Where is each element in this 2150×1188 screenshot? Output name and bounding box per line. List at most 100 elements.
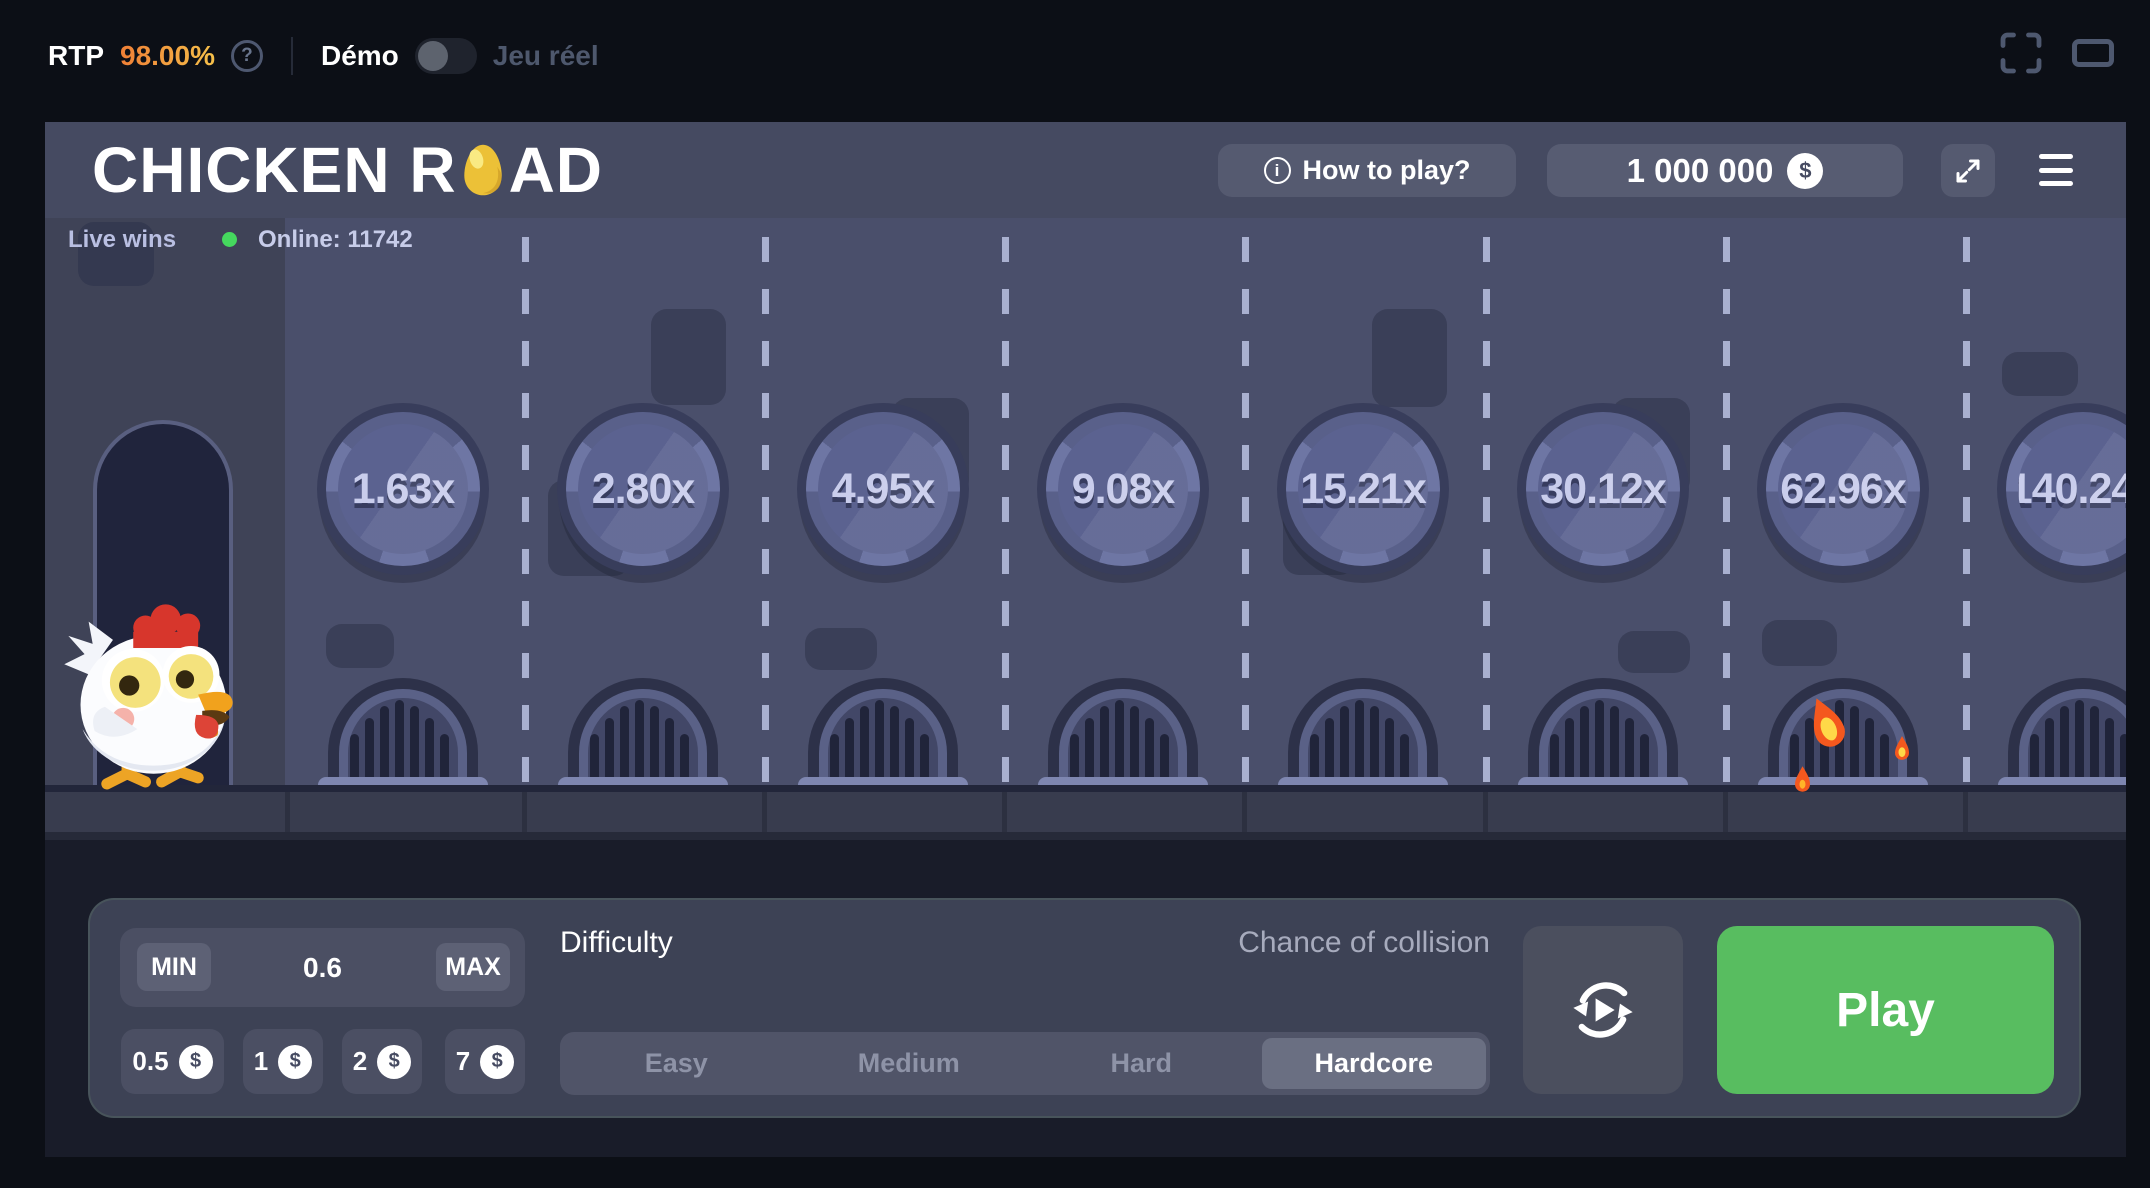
demo-real-toggle[interactable]: [414, 38, 477, 74]
curb: [45, 792, 2126, 832]
brick-decoration: [1372, 309, 1447, 407]
multiplier-value: 1.63x: [351, 464, 456, 513]
difficulty-tabs: Easy Medium Hard Hardcore: [560, 1032, 1490, 1095]
max-bet-button[interactable]: MAX: [436, 943, 510, 991]
chip-button[interactable]: 2 $: [342, 1029, 422, 1094]
drain-grate: [1038, 678, 1208, 792]
rtp-value: 98.00%: [120, 40, 215, 71]
lane-divider: [1242, 237, 1249, 792]
real-money-label: Jeu réel: [492, 40, 599, 71]
demo-label: Démo: [320, 40, 399, 71]
chance-of-collision-label: Chance of collision: [1238, 926, 1490, 959]
flame-icon: [1895, 736, 1909, 760]
multiplier-disc: 15.21x: [1277, 403, 1449, 575]
control-panel: 0.6 MIN MAX 0.5 $ 1 $ 2 $ 7 $ Difficulty…: [88, 898, 2081, 1118]
brick-decoration: [805, 628, 877, 670]
lane-divider: [1483, 237, 1490, 792]
brick-decoration: [1762, 620, 1837, 666]
flame-icon: [1795, 766, 1810, 792]
live-wins-label: Live wins: [68, 226, 177, 253]
dollar-coin-icon: $: [1787, 152, 1824, 189]
autoplay-button[interactable]: [1523, 926, 1683, 1094]
play-button[interactable]: Play: [1717, 926, 2054, 1094]
lane-divider: [762, 237, 769, 792]
chicken-character: [64, 604, 233, 790]
expand-arrows-icon: [1956, 159, 1980, 182]
online-status-dot: [222, 232, 237, 247]
brick-decoration: [78, 222, 154, 286]
play-field: Live wins Online: 11742 1.63x 2.80x 4.95…: [45, 218, 2126, 792]
drain-grate: [318, 678, 488, 792]
brick-decoration: [651, 309, 726, 405]
menu-button[interactable]: [2039, 152, 2075, 188]
multiplier-disc: 140.24x: [1997, 403, 2126, 575]
autoplay-icon: [1573, 982, 1633, 1038]
drain-grate: [558, 678, 728, 792]
drain-grate: [1278, 678, 1448, 792]
play-label: Play: [1836, 983, 1935, 1037]
tab-hard[interactable]: Hard: [1110, 1048, 1172, 1078]
how-to-play-button[interactable]: i How to play?: [1218, 144, 1516, 197]
lane-divider: [1002, 237, 1009, 792]
tab-hardcore[interactable]: Hardcore: [1261, 1038, 1486, 1089]
flame-icon: [1813, 698, 1845, 747]
multiplier-value: 62.96x: [1780, 464, 1907, 513]
multiplier-value: 2.80x: [591, 464, 696, 513]
balance-display: 1 000 000 $: [1547, 144, 1903, 197]
rtp-label: RTP: [48, 40, 104, 71]
multiplier-value: 9.08x: [1071, 464, 1176, 513]
lane-divider: [1963, 237, 1970, 792]
topbar-divider: [290, 37, 293, 75]
multiplier-disc: 62.96x: [1757, 403, 1929, 575]
chip-value: 0.5: [132, 1046, 169, 1076]
chip-button[interactable]: 0.5 $: [121, 1029, 224, 1094]
theater-mode-icon[interactable]: [2072, 39, 2114, 67]
drain-grate: [1998, 678, 2126, 792]
info-icon: i: [1263, 157, 1291, 184]
multiplier-value: 4.95x: [831, 464, 936, 513]
online-count: Online: 11742: [258, 226, 413, 253]
multiplier-disc: 9.08x: [1037, 403, 1209, 575]
logo-text-1: CHICKEN R: [92, 134, 457, 206]
brick-decoration: [2002, 352, 2078, 396]
multiplier-disc: 30.12x: [1517, 403, 1689, 575]
lane-divider: [522, 237, 529, 792]
dollar-coin-icon: $: [278, 1044, 313, 1079]
expand-button[interactable]: [1941, 144, 1995, 197]
lane-divider: [1723, 237, 1730, 792]
golden-egg-icon: [463, 144, 502, 196]
tab-medium[interactable]: Medium: [857, 1048, 960, 1078]
brick-decoration: [326, 624, 394, 668]
top-bar: RTP 98.00% ? Démo Jeu réel: [48, 28, 599, 84]
multiplier-disc: 4.95x: [797, 403, 969, 575]
multiplier-value: 140.24x: [2018, 464, 2126, 513]
game-window: CHICKEN R AD i How to play? 1 000 000 $: [45, 122, 2126, 1157]
difficulty-label: Difficulty: [560, 926, 673, 959]
dollar-coin-icon: $: [178, 1044, 213, 1079]
balance-value: 1 000 000: [1626, 151, 1774, 189]
road-edge: [45, 785, 2126, 792]
brick-decoration: [1618, 631, 1690, 673]
drain-grate: [1518, 678, 1688, 792]
drain-grate-on-fire: [1758, 678, 1928, 792]
multiplier-disc: 1.63x: [317, 403, 489, 575]
fullscreen-icon[interactable]: [2000, 32, 2042, 74]
min-bet-button[interactable]: MIN: [137, 943, 211, 991]
game-header: CHICKEN R AD i How to play? 1 000 000 $: [45, 122, 2126, 218]
dollar-coin-icon: $: [377, 1044, 412, 1079]
topbar-right: [2000, 32, 2114, 74]
chip-button[interactable]: 1 $: [243, 1029, 323, 1094]
dollar-coin-icon: $: [480, 1044, 515, 1079]
chip-value: 2: [352, 1046, 368, 1076]
chip-button[interactable]: 7 $: [445, 1029, 525, 1094]
chip-value: 7: [455, 1046, 471, 1076]
rtp-help-icon[interactable]: ?: [230, 40, 263, 72]
how-to-play-label: How to play?: [1302, 155, 1471, 185]
game-logo: CHICKEN R AD: [92, 122, 603, 218]
bet-amount-input[interactable]: 0.6: [303, 951, 342, 983]
multiplier-disc: 2.80x: [557, 403, 729, 575]
chip-value: 1: [253, 1046, 269, 1076]
tab-easy[interactable]: Easy: [644, 1048, 708, 1078]
toggle-knob: [417, 41, 448, 71]
